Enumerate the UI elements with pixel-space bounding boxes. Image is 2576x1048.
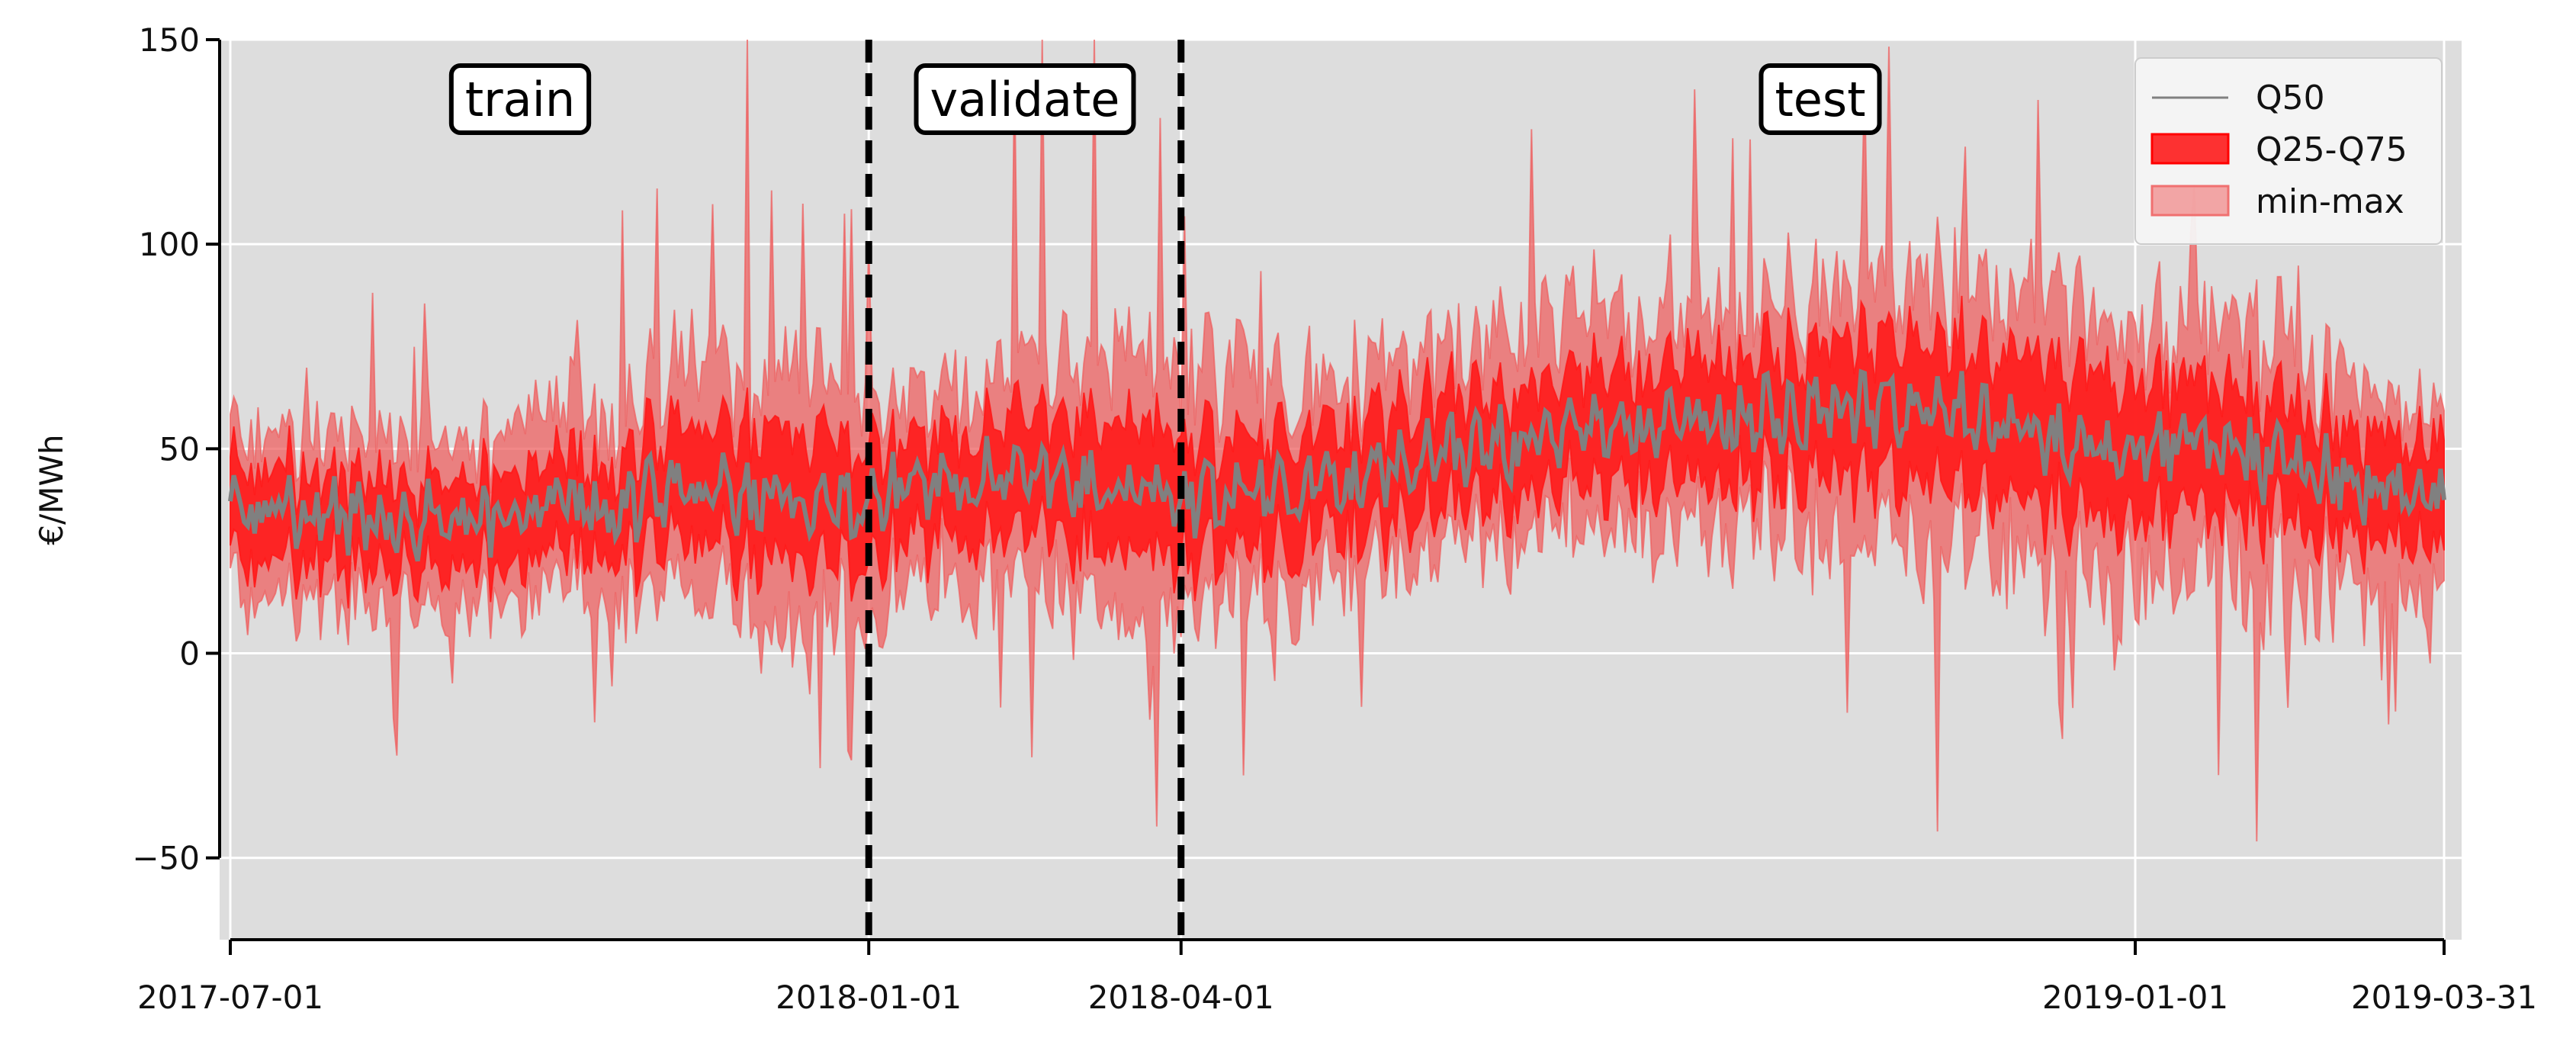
y-axis-label: €/MWh (33, 434, 70, 545)
legend-label: Q25-Q75 (2256, 130, 2407, 169)
x-axis: 2017-07-01 2018-01-01 2018-04-01 2019-01-01… (137, 938, 2537, 1016)
phase-label: train (465, 72, 575, 127)
phase-label: validate (930, 72, 1120, 127)
legend: Q50 Q25-Q75 min-max (2134, 57, 2443, 245)
legend-swatch-q25-q75 (2150, 133, 2230, 165)
x-tick-label: 2019-03-31 (2351, 979, 2537, 1016)
x-tick-label: 2017-07-01 (137, 979, 323, 1016)
y-tick-label: 150 (139, 21, 200, 59)
x-tick-label: 2019-01-01 (2042, 979, 2228, 1016)
y-tick-label: 0 (179, 635, 200, 673)
phase-label-box (1759, 63, 1882, 135)
phase-boundaries: train validate test (448, 40, 1882, 940)
data-layer (228, 39, 2446, 842)
series-q25-q75 (230, 295, 2445, 609)
x-tick-label: 2018-01-01 (776, 979, 962, 1016)
series-q50 (228, 368, 2446, 562)
legend-label: min-max (2256, 182, 2404, 221)
legend-swatch-min-max (2150, 185, 2230, 217)
y-tick-label: 50 (159, 430, 200, 468)
legend-label: Q50 (2256, 79, 2325, 117)
y-axis: −50 0 50 100 150 (132, 21, 221, 877)
phase-label-box (914, 63, 1136, 135)
phase-label: test (1775, 72, 1865, 127)
y-tick-label: −50 (132, 840, 200, 877)
series-min-max (230, 39, 2445, 842)
phase-label-box (448, 63, 592, 135)
y-tick-label: 100 (139, 226, 200, 263)
x-tick-label: 2018-04-01 (1088, 979, 1274, 1016)
